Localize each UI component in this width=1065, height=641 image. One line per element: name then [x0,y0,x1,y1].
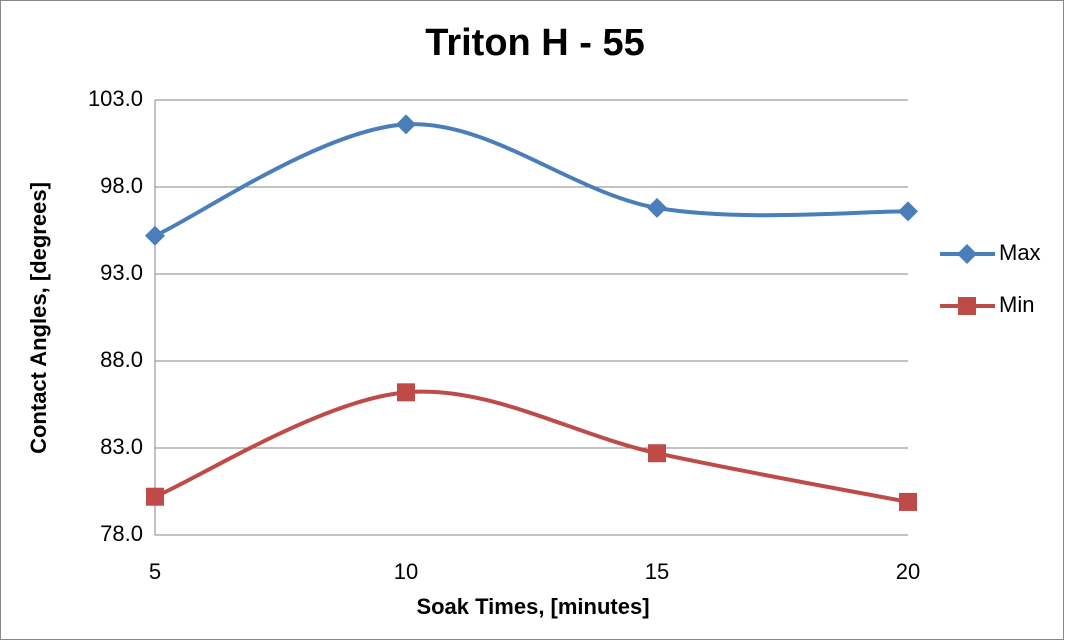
data-point [899,492,917,511]
data-point [146,487,164,506]
y-tick-label: 98.0 [100,173,143,198]
y-tick-label: 103.0 [88,86,143,111]
data-point [396,114,416,135]
x-tick-label: 20 [896,559,920,584]
y-tick-label: 93.0 [100,260,143,285]
legend-label: Min [999,292,1034,317]
series-line [154,122,909,238]
y-tick-label: 78.0 [100,521,143,546]
y-tick-label: 83.0 [100,434,143,459]
x-tick-label: 15 [645,559,669,584]
y-tick-label: 88.0 [100,347,143,372]
data-point [648,444,666,463]
x-axis-label: Soak Times, [minutes] [416,594,649,619]
data-point [145,225,165,246]
data-point [898,201,918,222]
y-axis-label: Contact Angles, [degrees] [26,182,51,454]
data-point [397,383,415,402]
legend-marker [957,244,977,264]
legend-label: Max [999,240,1041,265]
x-tick-label: 10 [394,559,418,584]
chart-title: Triton H - 55 [425,22,645,64]
legend-marker [958,297,976,315]
data-point [647,197,667,218]
x-tick-label: 5 [149,559,161,584]
series-line [154,389,909,504]
